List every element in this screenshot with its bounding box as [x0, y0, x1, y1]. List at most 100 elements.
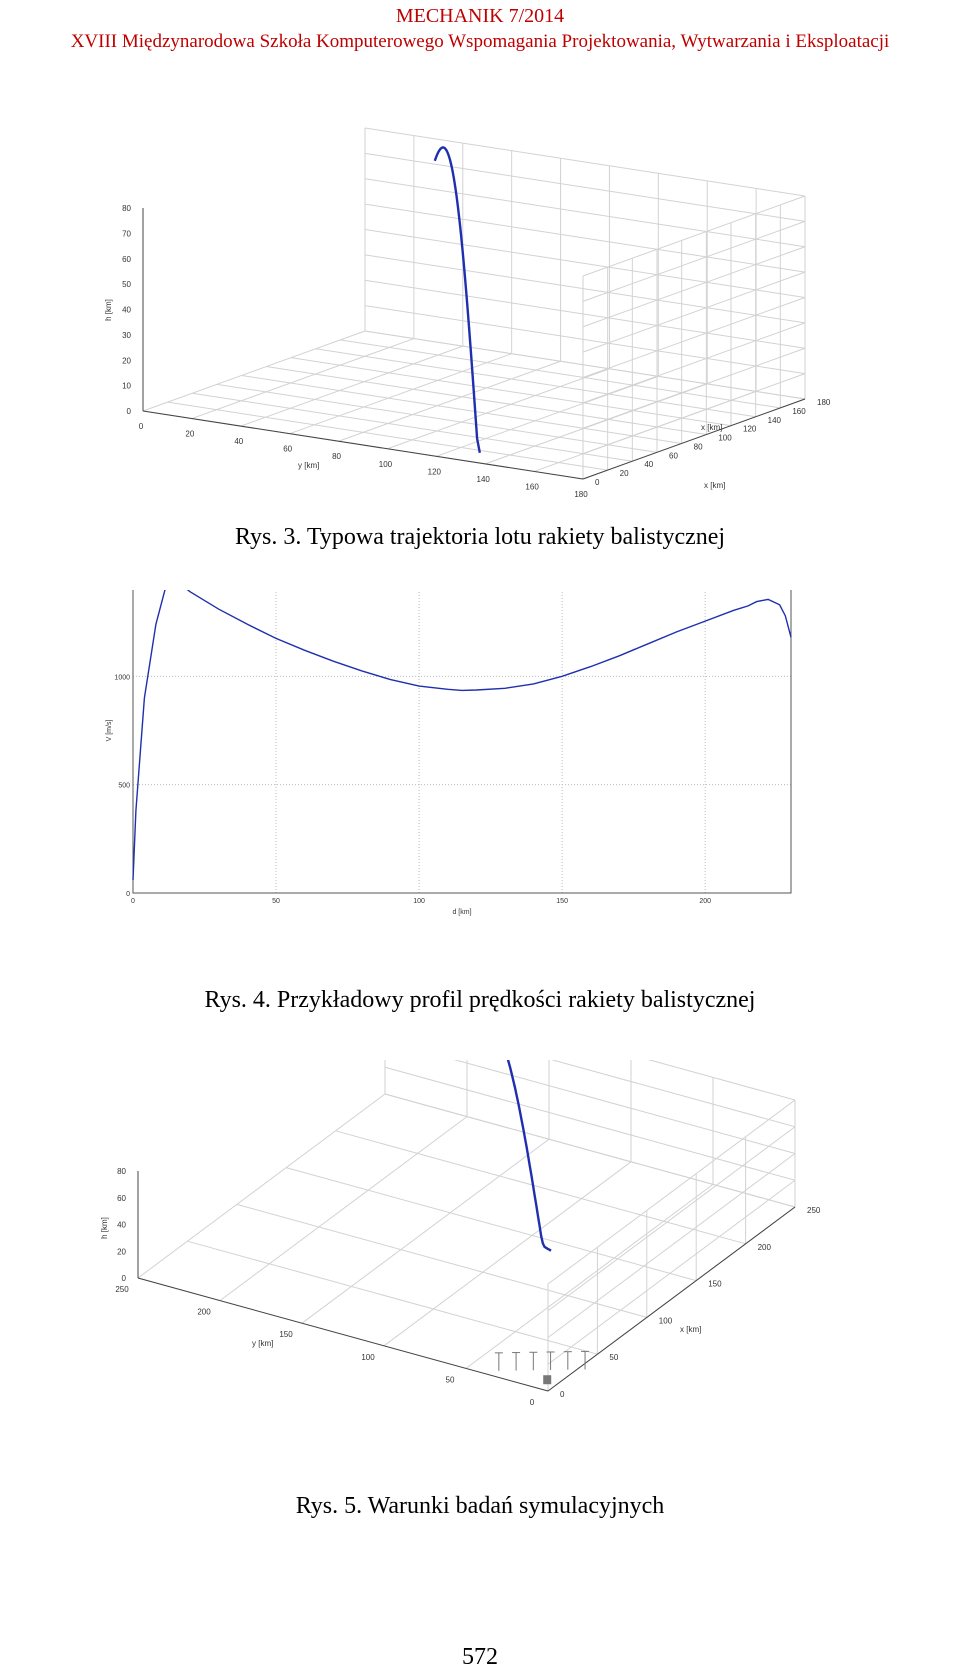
y-axis-label: y [km]	[252, 1339, 273, 1348]
grid-line	[192, 392, 633, 462]
grid-line	[550, 1060, 796, 1128]
y-tick-label: 120	[428, 467, 442, 476]
y-tick-label: 20	[185, 430, 194, 439]
x-tick-label: 150	[708, 1280, 722, 1289]
grid-line	[191, 338, 415, 420]
x-axis-label: x [km]	[701, 423, 722, 432]
y-tick-label: 180	[574, 490, 588, 499]
grid-line	[453, 1060, 796, 1154]
z-tick-label: 60	[122, 255, 131, 264]
grid-line	[647, 1060, 796, 1101]
x-tick-label: 180	[817, 398, 831, 407]
x-tick-label: 60	[669, 451, 678, 460]
y-axis-line	[137, 1277, 549, 1392]
grid-line	[142, 330, 366, 412]
x-tick-label: 80	[694, 442, 703, 451]
x-tick-label: 50	[272, 898, 280, 905]
grid-line	[266, 366, 707, 436]
x-axis-label: d [km]	[452, 909, 471, 916]
x-tick-label: 0	[131, 898, 135, 905]
grid-line	[582, 297, 806, 378]
y-tick-label: 60	[283, 445, 292, 454]
grid-line	[219, 1116, 468, 1302]
velocity-curve	[132, 590, 792, 881]
grid-line	[335, 1130, 746, 1245]
x-tick-label: 0	[560, 1390, 565, 1399]
grid-line	[364, 279, 806, 349]
x-tick-label: 100	[659, 1316, 673, 1325]
grid-line	[290, 357, 732, 427]
x-axis-label-secondary: x [km]	[704, 481, 725, 490]
y-tick-label: 100	[361, 1353, 375, 1362]
plot-frame	[132, 590, 792, 894]
journal-header: MECHANIK 7/2014	[395, 5, 565, 27]
grid-line	[384, 1093, 796, 1208]
grid-line	[364, 229, 806, 298]
velocity-profile-chart: 050100150200050010001500d [km]V [m/s]	[106, 590, 792, 916]
page-number: 572	[462, 1644, 498, 1670]
y-tick-label: 140	[477, 475, 491, 484]
grid-line	[137, 1093, 386, 1279]
grid-line	[582, 271, 806, 353]
grid-line	[582, 195, 806, 277]
launcher-marker	[543, 1375, 552, 1385]
y-tick-label: 0	[139, 422, 144, 431]
grid-line	[289, 353, 512, 435]
z-tick-label: 60	[117, 1194, 126, 1203]
z-tick-label: 0	[127, 407, 132, 416]
grid-line	[240, 345, 463, 427]
x-tick-label: 100	[413, 898, 425, 905]
y-tick-label: 100	[379, 460, 393, 469]
grid-line	[582, 322, 806, 404]
x-axis-label: x [km]	[680, 1325, 701, 1334]
grid-line	[387, 368, 610, 450]
x-tick-label: 20	[620, 469, 629, 478]
y-axis-line	[142, 410, 584, 480]
grid-line	[364, 254, 806, 324]
x-axis-line	[582, 398, 806, 480]
x-tick-label: 200	[699, 898, 711, 905]
y-tick-label: 80	[332, 452, 341, 461]
x-tick-label: 200	[758, 1243, 772, 1252]
trajectory-curve	[433, 146, 481, 454]
grid-line	[236, 1203, 647, 1318]
x-tick-label: 50	[609, 1353, 618, 1362]
x-tick-label: 40	[644, 460, 653, 469]
grid-line	[286, 1167, 697, 1282]
grid-line	[547, 1126, 796, 1312]
grid-line	[547, 1153, 796, 1338]
grid-line	[364, 127, 806, 197]
grid-line	[315, 348, 756, 418]
y-tick-label: 250	[115, 1285, 129, 1294]
x-tick-label: 250	[807, 1206, 821, 1215]
y-tick-label: 1000	[114, 674, 130, 681]
grid-line	[364, 203, 806, 273]
grid-line	[547, 1099, 796, 1285]
y-tick-label: 500	[118, 783, 130, 790]
z-axis-label: h [km]	[104, 299, 113, 321]
grid-line	[241, 374, 682, 444]
x-axis-line	[547, 1206, 796, 1392]
y-tick-label: 50	[446, 1375, 455, 1384]
z-tick-label: 30	[122, 331, 131, 340]
grid-line	[216, 383, 658, 453]
x-tick-label: 140	[768, 416, 782, 425]
x-tick-label: 100	[718, 434, 732, 443]
z-tick-label: 0	[122, 1274, 127, 1283]
grid-line	[547, 1179, 796, 1365]
grid-line	[465, 1183, 714, 1369]
figure-4-caption: Rys. 4. Przykładowy profil prędkości rak…	[204, 987, 756, 1013]
conference-header: XVIII Międzynarodowa Szkoła Komputeroweg…	[70, 31, 890, 52]
grid-line	[436, 375, 659, 457]
grid-line	[364, 305, 806, 375]
simulation-3d-chart: 0 20 40 60 80 250 200 150 100 50 0 0 50 100 150 200 250 h…	[100, 1060, 821, 1407]
y-tick-label: 0	[530, 1398, 535, 1407]
grid-line	[364, 152, 806, 222]
y-tick-label: 160	[525, 482, 539, 491]
grid-line	[167, 401, 608, 471]
figure-5-caption: Rys. 5. Warunki badań symulacyjnych	[295, 1493, 665, 1519]
grid-line	[485, 383, 708, 465]
figure-3-caption: Rys. 3. Typowa trajektoria lotu rakiety …	[234, 524, 726, 550]
y-tick-label: 40	[234, 437, 243, 446]
trajectory-curve	[506, 1060, 552, 1252]
